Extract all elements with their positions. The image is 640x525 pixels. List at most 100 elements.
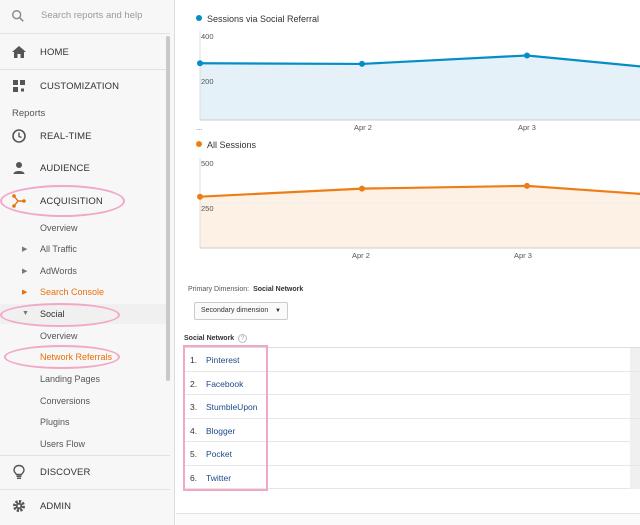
table-header-social-network[interactable]: Social Network?	[184, 334, 248, 343]
social-landing-pages-label: Landing Pages	[40, 374, 101, 384]
legend-dot-icon	[196, 141, 202, 147]
legend-dot-icon	[196, 15, 202, 21]
social-users-flow[interactable]: Users Flow	[0, 434, 170, 454]
chart2-ytick-mid: 250	[201, 204, 214, 213]
sidebar: Search reports and help HOME CUSTOMIZATI…	[0, 0, 175, 525]
chart2-legend: All Sessions	[196, 140, 256, 150]
acq-adwords-label: AdWords	[40, 266, 77, 276]
row-cell	[630, 418, 640, 442]
chart1-title: Sessions via Social Referral	[207, 14, 320, 24]
data-point-1[interactable]	[359, 60, 365, 67]
annotation-oval-social	[0, 303, 120, 327]
row-link[interactable]: Pocket	[206, 449, 232, 459]
nav-customization-label: CUSTOMIZATION	[40, 81, 120, 92]
annotation-box-networks	[183, 345, 268, 491]
acq-all-traffic[interactable]: ▶ All Traffic	[0, 239, 170, 259]
main-content: Sessions via Social Referral 400 200 ...…	[176, 0, 640, 525]
social-plugins-label: Plugins	[40, 417, 70, 427]
social-landing-pages[interactable]: Landing Pages	[0, 369, 170, 389]
acq-overview-label: Overview	[40, 223, 78, 233]
secondary-dimension-label: Secondary dimension	[201, 307, 269, 314]
acq-overview[interactable]: Overview	[0, 218, 170, 238]
row-cell	[630, 371, 640, 395]
chart1-xtick-1: Apr 2	[354, 123, 372, 132]
nav-customization[interactable]: CUSTOMIZATION	[0, 69, 170, 101]
lightbulb-icon	[13, 464, 25, 479]
chart1-xtick-0: ...	[196, 123, 203, 132]
annotation-oval-network-referrals	[4, 345, 120, 369]
chart-sessions-social[interactable]	[176, 0, 640, 140]
bottom-bar	[176, 513, 640, 525]
table-row: 4. Blogger	[184, 418, 640, 442]
nav-admin-label: ADMIN	[40, 501, 72, 512]
nav-realtime[interactable]: REAL-TIME	[0, 120, 170, 152]
row-number: 2.	[190, 378, 198, 389]
primary-dimension-value[interactable]: Social Network	[253, 286, 304, 293]
search-box[interactable]: Search reports and help	[0, 0, 170, 34]
table-row: 3. StumbleUpon	[184, 395, 640, 419]
chart-all-sessions[interactable]	[176, 140, 640, 280]
nav-home-label: HOME	[40, 47, 69, 58]
data-point-0[interactable]	[197, 193, 203, 200]
row-link[interactable]: Blogger	[206, 425, 236, 436]
expand-arrow-icon[interactable]: ▶	[22, 268, 28, 275]
row-number: 6.	[190, 472, 198, 483]
table-header-label: Social Network	[184, 335, 235, 342]
social-overview-label: Overview	[40, 331, 78, 341]
primary-dimension: Primary Dimension: Social Network	[188, 286, 303, 293]
social-network-table: 1. Pinterest 2. Facebook 3. StumbleUpon 4. B…	[184, 347, 640, 489]
search-input[interactable]: Search reports and help	[41, 10, 143, 21]
chart2-xtick-2: Apr 3	[514, 251, 532, 260]
nav-realtime-label: REAL-TIME	[40, 131, 92, 142]
row-cell	[630, 348, 640, 371]
data-point-2[interactable]	[524, 52, 530, 59]
acq-search-console[interactable]: ▶ Search Console	[0, 282, 170, 302]
nav-home[interactable]: HOME	[0, 36, 170, 68]
social-overview[interactable]: Overview	[0, 326, 170, 346]
social-plugins[interactable]: Plugins	[0, 412, 170, 432]
help-icon[interactable]: ?	[238, 334, 248, 343]
customization-icon	[13, 80, 25, 92]
row-cell	[630, 395, 640, 418]
row-cell	[630, 442, 640, 465]
nav-audience[interactable]: AUDIENCE	[0, 152, 170, 184]
row-link[interactable]: Twitter	[206, 472, 232, 483]
home-icon	[12, 46, 26, 58]
row-link[interactable]: Facebook	[206, 378, 244, 389]
row-number: 3.	[190, 402, 198, 412]
annotation-oval-acquisition	[0, 185, 125, 217]
sidebar-scrollbar[interactable]	[166, 36, 170, 381]
data-point-2[interactable]	[524, 182, 530, 189]
search-icon	[12, 10, 24, 22]
row-link[interactable]: StumbleUpon	[206, 402, 258, 412]
chart2-title: All Sessions	[207, 140, 257, 150]
row-link[interactable]: Pinterest	[206, 355, 240, 365]
series-line	[199, 54, 640, 68]
series-area	[200, 55, 640, 120]
data-point-0[interactable]	[197, 60, 203, 67]
data-point-1[interactable]	[359, 185, 365, 192]
chart1-xtick-2: Apr 3	[518, 123, 536, 132]
chart1-legend: Sessions via Social Referral	[196, 14, 319, 24]
table-row: 5. Pocket	[184, 442, 640, 466]
social-conversions[interactable]: Conversions	[0, 391, 170, 411]
table-row: 2. Facebook	[184, 371, 640, 395]
primary-dimension-label: Primary Dimension:	[188, 286, 250, 293]
expand-arrow-icon[interactable]: ▶	[22, 246, 28, 253]
nav-discover[interactable]: DISCOVER	[0, 455, 170, 487]
row-number: 5.	[190, 449, 198, 459]
expand-arrow-icon[interactable]: ▶	[22, 289, 28, 296]
nav-admin[interactable]: ADMIN	[0, 489, 170, 521]
chart1-ytick-mid: 200	[201, 77, 214, 86]
series-line	[199, 184, 640, 198]
nav-audience-label: AUDIENCE	[40, 163, 90, 174]
acq-all-traffic-label: All Traffic	[40, 244, 77, 254]
chart2-ytick-top: 500	[201, 159, 214, 168]
reports-section-label: Reports	[12, 108, 46, 119]
acq-adwords[interactable]: ▶ AdWords	[0, 261, 170, 281]
nav-discover-label: DISCOVER	[40, 467, 91, 478]
acq-search-console-label: Search Console	[40, 287, 105, 297]
series-area	[200, 185, 640, 248]
caret-down-icon: ▼	[275, 308, 281, 314]
secondary-dimension-dropdown[interactable]: Secondary dimension ▼	[194, 302, 288, 320]
